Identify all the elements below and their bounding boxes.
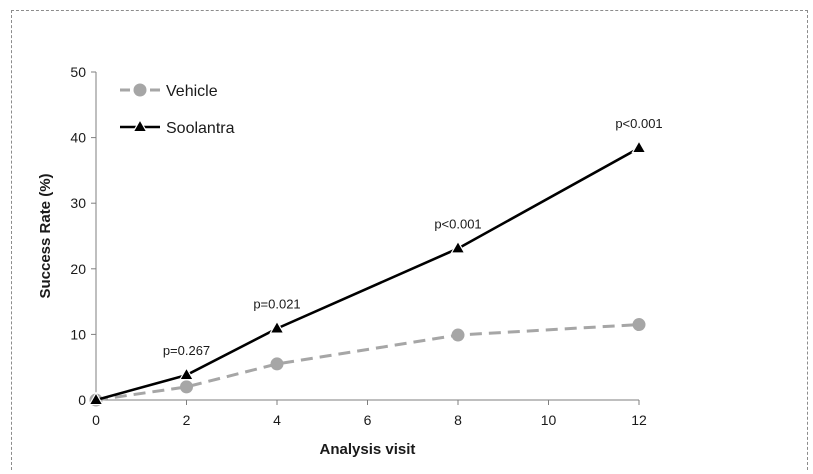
data-point — [180, 380, 193, 394]
data-point — [178, 366, 195, 381]
data-point — [631, 139, 647, 154]
x-tick-label: 4 — [273, 412, 281, 428]
legend: Vehicle Soolantra — [120, 83, 235, 137]
chart-frame — [11, 10, 808, 470]
x-tick-label: 2 — [183, 412, 191, 428]
series-layer — [88, 139, 647, 407]
series-line — [95, 146, 640, 402]
legend-item-vehicle: Vehicle — [120, 83, 218, 100]
data-point — [451, 328, 465, 342]
legend-swatch-marker — [133, 83, 147, 97]
p-value-label: p=0.267 — [163, 343, 210, 358]
x-tick-label: 0 — [92, 412, 100, 428]
legend-swatch-marker — [132, 118, 148, 133]
p-value-label: p<0.001 — [615, 116, 662, 131]
legend-label: Soolantra — [166, 120, 235, 137]
legend-item-soolantra: Soolantra — [120, 118, 235, 137]
annotation-layer: p=0.267 p=0.021 p<0.001 p<0.001 — [163, 116, 663, 358]
y-tick-label: 40 — [70, 130, 86, 146]
x-tick-label: 6 — [364, 412, 372, 428]
p-value-label: p=0.021 — [253, 296, 300, 311]
y-tick-label: 20 — [70, 261, 86, 277]
y-tick-label: 50 — [70, 64, 86, 80]
y-axis-title: Success Rate (%) — [37, 173, 54, 298]
data-point — [269, 320, 285, 334]
x-axis-title: Analysis visit — [320, 441, 416, 458]
y-tick-label: 0 — [78, 392, 86, 408]
series-soolantra — [88, 139, 647, 406]
series-vehicle — [89, 318, 646, 407]
data-point — [450, 240, 466, 254]
x-tick-label: 12 — [631, 412, 647, 428]
data-point — [270, 357, 284, 371]
y-tick-label: 30 — [70, 195, 86, 211]
data-point — [632, 318, 646, 332]
p-value-label: p<0.001 — [434, 216, 481, 231]
axes: 0 10 20 30 40 50 0 2 4 6 8 10 12 — [70, 64, 647, 428]
data-point — [88, 391, 104, 406]
series-line — [95, 323, 640, 402]
x-tick-label: 10 — [541, 412, 557, 428]
x-tick-label: 8 — [454, 412, 462, 428]
y-tick-label: 10 — [70, 326, 86, 342]
legend-label: Vehicle — [166, 83, 218, 100]
